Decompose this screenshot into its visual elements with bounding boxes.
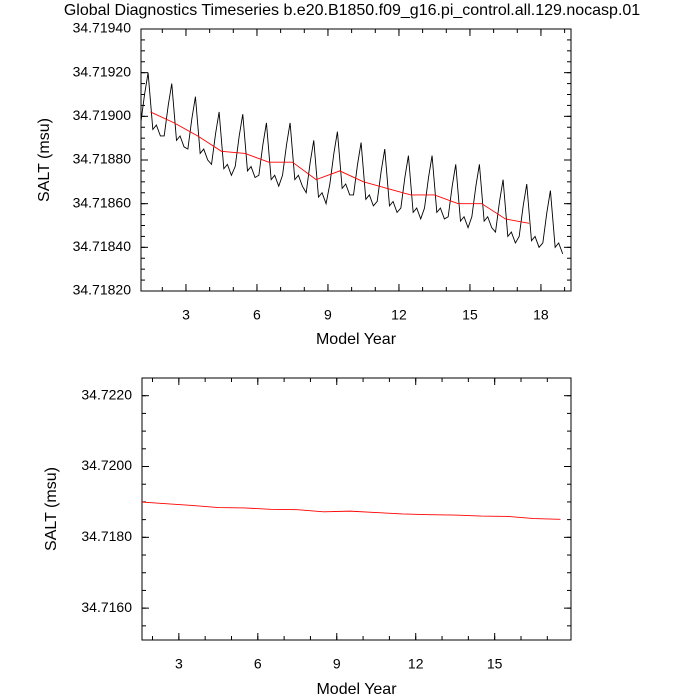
- x-tick-label: 15: [487, 656, 503, 672]
- plot-lines: [142, 501, 561, 520]
- y-tick-label: 34.71840: [73, 238, 132, 254]
- x-tick-label: 12: [408, 656, 424, 672]
- y-tick-label: 34.7180: [81, 528, 132, 544]
- x-tick-label: 18: [533, 307, 549, 323]
- x-tick-label: 9: [333, 656, 341, 672]
- chart-title: Global Diagnostics Timeseries b.e20.B185…: [64, 2, 640, 19]
- y-tick-label: 34.71860: [73, 194, 132, 210]
- y-tick-label: 34.7160: [81, 599, 132, 615]
- y-tick-label: 34.71920: [73, 63, 132, 79]
- series-line: [141, 72, 564, 255]
- x-tick-label: 15: [462, 307, 478, 323]
- y-axis-label: SALT (msu): [43, 467, 60, 551]
- y-tick-label: 34.7220: [81, 386, 132, 402]
- x-tick-label: 12: [391, 307, 407, 323]
- x-axis-label: Model Year: [316, 681, 397, 698]
- y-tick-label: 34.7200: [81, 457, 132, 473]
- plot-frame: [141, 377, 572, 641]
- x-tick-label: 6: [254, 656, 262, 672]
- x-tick-label: 3: [182, 307, 190, 323]
- x-tick-label: 3: [175, 656, 183, 672]
- x-tick-label: 9: [324, 307, 332, 323]
- y-tick-label: 34.71940: [73, 20, 132, 36]
- x-axis-label: Model Year: [316, 331, 397, 348]
- y-tick-label: 34.71900: [73, 107, 132, 123]
- plot-frame: [140, 28, 572, 292]
- y-tick-label: 34.71880: [73, 151, 132, 167]
- x-tick-label: 6: [253, 307, 261, 323]
- y-tick-label: 34.71820: [73, 282, 132, 298]
- series-line: [142, 501, 561, 520]
- y-axis-label: SALT (msu): [36, 118, 53, 202]
- plot-lines: [141, 72, 564, 255]
- series-line: [150, 111, 530, 224]
